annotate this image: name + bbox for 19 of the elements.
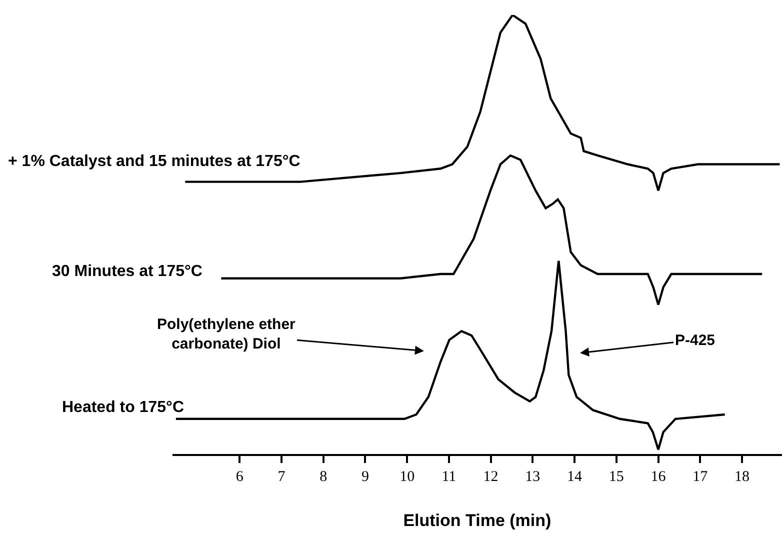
- annotation: P-425: [675, 332, 716, 349]
- x-tick-label: 9: [361, 469, 369, 485]
- x-tick-label: 11: [442, 469, 456, 485]
- x-tick-label: 8: [320, 469, 328, 485]
- series-label: + 1% Catalyst and 15 minutes at 175°C: [8, 153, 301, 170]
- x-tick-label: 10: [400, 469, 415, 485]
- x-tick-label: 12: [483, 469, 498, 485]
- series-label: 30 Minutes at 175°C: [52, 263, 203, 280]
- x-tick-label: 16: [650, 469, 666, 485]
- x-tick-label: 17: [692, 469, 708, 485]
- x-tick-label: 7: [278, 469, 286, 485]
- series-label: Heated to 175°C: [62, 399, 184, 416]
- x-axis-title: Elution Time (min): [403, 510, 552, 530]
- annotation: Poly(ethylene ether carbonate) Diol: [157, 316, 296, 352]
- x-tick-label: 15: [608, 469, 624, 485]
- x-tick-label: 6: [236, 469, 244, 485]
- x-tick-label: 13: [525, 469, 540, 485]
- x-tick-label: 14: [567, 469, 583, 485]
- x-tick-label: 18: [734, 469, 750, 485]
